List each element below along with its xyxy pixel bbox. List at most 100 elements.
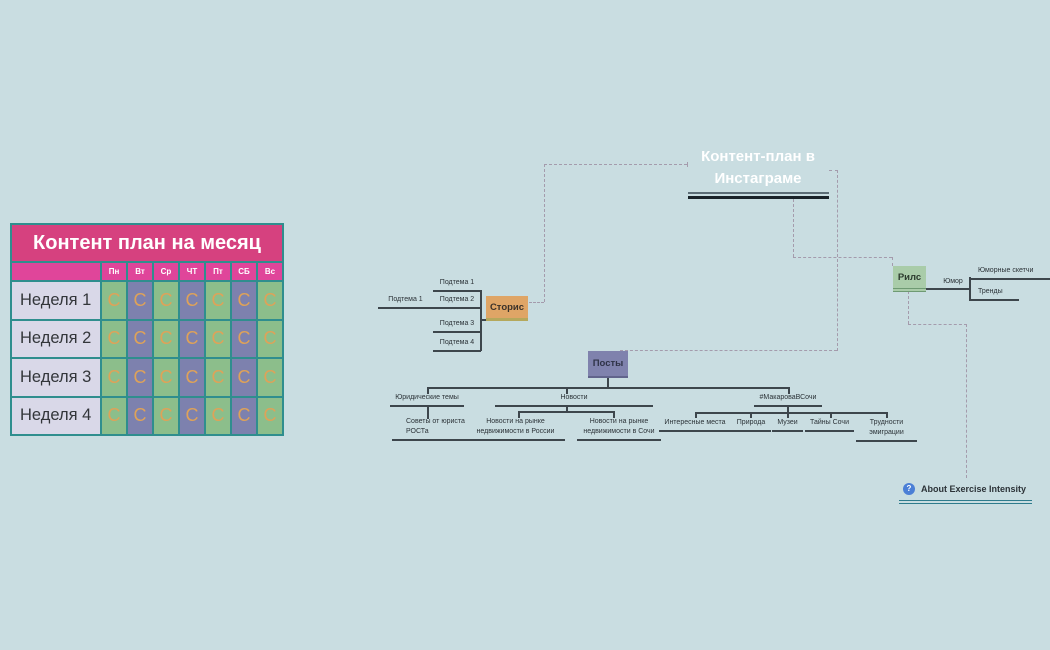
central-topic-line2: Инстаграме [714,170,802,187]
hashtag-child-node[interactable]: Интересные места [659,418,731,432]
connector-line [695,412,697,418]
content-cell: С [128,397,152,434]
humor-sketches-node[interactable]: Юморные скетчи [969,266,1050,280]
subtopic-node[interactable]: Подтема 4 [433,338,481,352]
week-label: Неделя 1 [12,282,100,319]
connector-line [788,387,790,394]
dashed-connector [544,164,545,302]
content-cell: С [232,397,256,434]
dashed-connector [908,324,967,325]
connector-line [830,412,832,418]
dashed-connector [829,170,838,171]
content-cell: С [128,320,152,357]
hashtag-child-node[interactable]: Тайны Сочи [805,418,854,432]
connector-line [886,412,888,418]
connector-line [427,387,429,394]
dashed-connector [966,324,967,478]
connector-line [613,411,615,418]
central-topic[interactable]: Контент-план в Инстаграме [686,146,830,190]
table-title: Контент план на месяц [12,225,282,261]
reels-node[interactable]: Рилс [893,266,926,292]
content-cell: С [232,359,256,396]
stories-node[interactable]: Сторис [486,296,528,321]
dashed-connector [620,350,837,351]
content-plan-table[interactable]: Контент план на месяц Пн Вт Ср ЧТ Пт СБ … [10,223,284,436]
subtopic-node[interactable]: Подтема 2 [433,295,481,309]
connector-line [480,319,486,321]
content-cell: С [128,359,152,396]
dashed-connector [793,257,892,258]
day-header-cell: Пт [206,263,230,280]
connector-line [518,411,614,413]
dashed-connector [529,302,544,303]
central-topic-line1: Контент-план в [701,148,815,165]
connector-line [566,405,568,411]
content-cell: С [258,397,282,434]
content-cell: С [180,320,204,357]
hashtag-child-node[interactable]: Трудности эмиграции [856,418,917,442]
posts-label: Посты [592,358,624,369]
trends-node[interactable]: Тренды [969,287,1019,301]
content-cell: С [180,359,204,396]
week-label: Неделя 3 [12,359,100,396]
connector-line [695,412,887,414]
humor-node[interactable]: Юмор [943,278,963,285]
content-cell: С [102,397,126,434]
posts-node[interactable]: Посты [588,351,628,378]
stories-label: Сторис [489,301,525,313]
news-child-node[interactable]: Новости на рынке недвижимости в России [466,417,565,441]
day-header-cell: ЧТ [180,263,204,280]
content-cell: С [180,397,204,434]
central-topic-underline [688,192,829,199]
dashed-connector [892,257,893,266]
connector-line [427,405,429,419]
connector-line [926,288,969,290]
connector-line [787,412,789,418]
dashed-connector [687,162,688,167]
content-cell: С [206,397,230,434]
day-header-cell: СБ [232,263,256,280]
content-cell: С [154,320,178,357]
reels-label: Рилс [897,271,922,283]
floating-topic-label[interactable]: About Exercise Intensity [921,484,1027,494]
connector-line [607,378,609,387]
hashtag-child-node[interactable]: Природа [731,418,771,432]
content-cell: С [102,282,126,319]
connector-line [427,387,789,389]
content-cell: С [258,359,282,396]
content-cell: С [128,282,152,319]
content-cell: С [206,320,230,357]
content-cell: С [102,320,126,357]
connector-line [750,412,752,418]
floating-topic-underline [899,500,1032,504]
day-header-cell: Вт [128,263,152,280]
day-header-cell: Ср [154,263,178,280]
news-child-node[interactable]: Новости на рынке недвижимости в Сочи [577,417,661,441]
week-label: Неделя 4 [12,397,100,434]
content-cell: С [206,359,230,396]
dashed-connector [544,164,687,165]
dashed-connector [837,170,838,351]
content-cell: С [154,282,178,319]
content-cell: С [232,320,256,357]
content-cell: С [154,359,178,396]
table-corner-cell [12,263,100,280]
content-cell: С [232,282,256,319]
content-cell: С [206,282,230,319]
content-cell: С [258,320,282,357]
news-node[interactable]: Новости [495,393,653,407]
nested-subtopic-node[interactable]: Подтема 1 [378,295,433,309]
content-cell: С [102,359,126,396]
subtopic-node[interactable]: Подтема 3 [433,319,481,333]
content-cell: С [258,282,282,319]
hashtag-child-node[interactable]: Музеи [772,418,803,432]
connector-line [566,387,568,394]
help-icon[interactable]: ? [903,483,915,495]
day-header-cell: Вс [258,263,282,280]
legal-child-node[interactable]: Советы от юриста РОСТа [392,417,477,441]
connector-line [787,405,789,412]
content-cell: С [180,282,204,319]
subtopic-node[interactable]: Подтема 1 [433,278,481,292]
dashed-connector [793,199,794,257]
connector-line [969,277,971,299]
